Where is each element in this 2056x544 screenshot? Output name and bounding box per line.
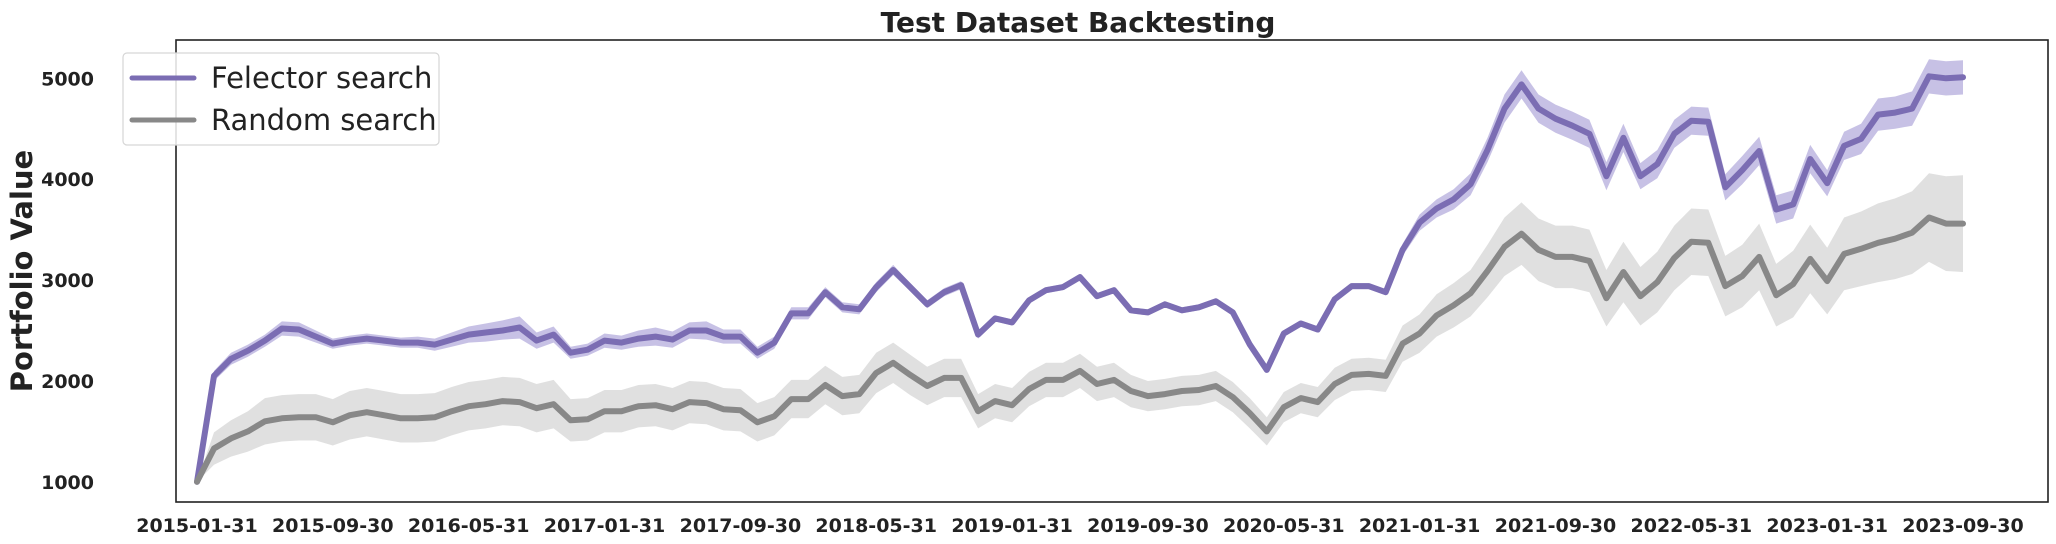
y-tick-label: 5000 [41,68,94,90]
x-axis-ticks: 2015-01-31 2015-09-30 2016-05-31 2017-01-31… [136,515,2024,537]
felector-search-line [194,73,1966,485]
x-tick-label: 2020-05-31 [1223,515,1345,537]
plot-frame [175,39,2049,503]
random-search-line [194,214,1966,485]
y-tick-label: 4000 [41,169,94,191]
series-lines [194,73,1966,485]
legend-box [122,52,440,146]
legend-label-random: Random search [211,103,437,137]
x-tick-label: 2022-05-31 [1631,515,1753,537]
x-tick-label: 2018-05-31 [815,515,937,537]
x-tick-label: 2015-01-31 [136,515,258,537]
x-tick-label: 2023-09-30 [1902,515,2024,537]
y-tick-label: 3000 [41,270,94,292]
x-tick-label: 2017-09-30 [680,515,802,537]
y-tick-label: 1000 [41,472,94,494]
y-tick-label: 2000 [41,371,94,393]
x-tick-label: 2016-05-31 [408,515,530,537]
legend: Felector search Random search [122,52,440,146]
x-tick-label: 2017-01-31 [544,515,666,537]
x-tick-label: 2019-09-30 [1087,515,1209,537]
x-tick-label: 2021-01-31 [1359,515,1481,537]
chart-title: Test Dataset Backtesting [881,6,1276,39]
x-tick-label: 2019-01-31 [951,515,1073,537]
y-axis-ticks: 1000 2000 3000 4000 5000 [41,68,94,494]
x-tick-label: 2021-09-30 [1495,515,1617,537]
x-tick-label: 2023-01-31 [1766,515,1888,537]
legend-label-felector: Felector search [211,61,432,95]
x-tick-label: 2015-09-30 [272,515,394,537]
y-axis-label: Portfolio Value [5,150,39,392]
